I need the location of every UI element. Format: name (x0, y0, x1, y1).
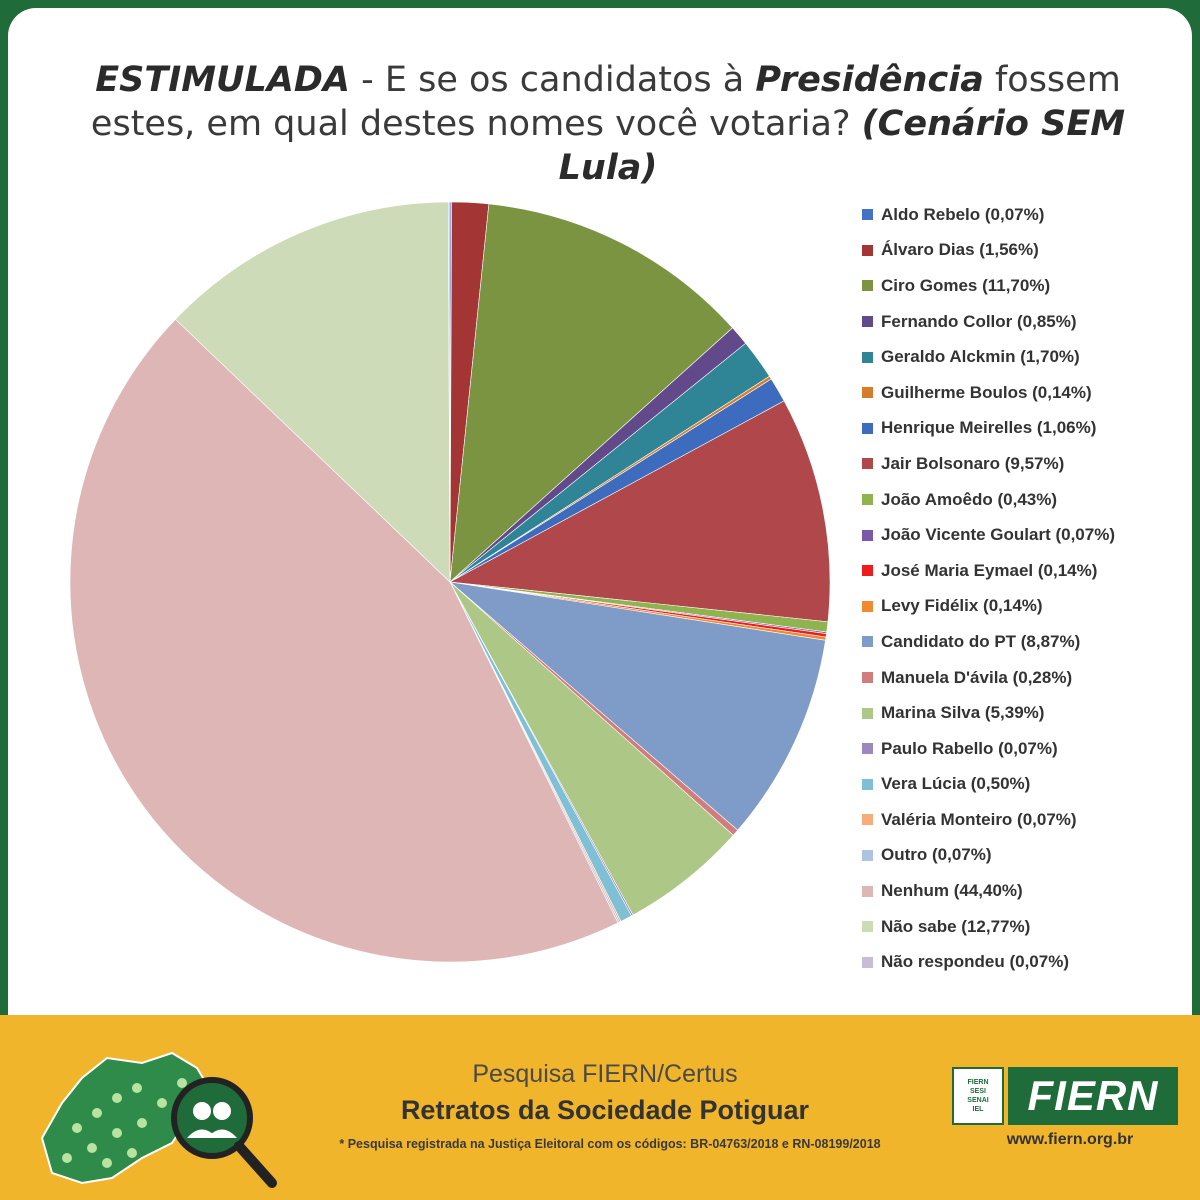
legend-swatch (862, 885, 873, 897)
title-emphasis-1: ESTIMULADA (95, 60, 350, 100)
title-emphasis-2: Presidência (755, 60, 984, 100)
legend-label: Guilherme Boulos (0,14%) (881, 382, 1092, 402)
chart-title: ESTIMULADA - E se os candidatos à Presid… (38, 58, 1178, 190)
chart-legend: Aldo Rebelo (0,07%) Álvaro Dias (1,56%) Ci… (862, 197, 1115, 980)
legend-label: Levy Fidélix (0,14%) (881, 596, 1043, 616)
legend-swatch (862, 707, 873, 719)
legend-label: Jair Bolsonaro (9,57%) (881, 453, 1065, 473)
legend-swatch (862, 280, 873, 292)
title-emphasis-3: (Cenário SEM Lula) (558, 104, 1126, 188)
legend-swatch (862, 814, 873, 826)
legend-item: Aldo Rebelo (0,07%) (862, 197, 1115, 233)
legend-label: João Vicente Goulart (0,07%) (881, 525, 1115, 545)
legend-swatch (862, 458, 873, 470)
footer-subtitle: Pesquisa FIERN/Certus (472, 1060, 738, 1088)
legend-swatch (862, 529, 873, 541)
pie-chart (69, 201, 831, 963)
legend-label: Ciro Gomes (11,70%) (881, 275, 1051, 295)
legend-item: Candidato do PT (8,87%) (862, 624, 1115, 660)
legend-item: Henrique Meirelles (1,06%) (862, 411, 1115, 447)
pie-slice (175, 201, 451, 583)
legend-label: Manuela D'ávila (0,28%) (881, 667, 1073, 687)
legend-label: Aldo Rebelo (0,07%) (881, 204, 1045, 224)
legend-swatch (862, 849, 873, 861)
website-link[interactable]: www.fiern.org.br (1006, 1131, 1134, 1148)
legend-item: Não sabe (12,77%) (862, 909, 1115, 945)
legend-item: Jair Bolsonaro (9,57%) (862, 446, 1115, 482)
legend-item: Geraldo Alckmin (1,70%) (862, 339, 1115, 375)
legend-label: Valéria Monteiro (0,07%) (881, 809, 1077, 829)
legend-label: Paulo Rabello (0,07%) (881, 738, 1058, 758)
legend-item: Não respondeu (0,07%) (862, 944, 1115, 980)
legend-label: Marina Silva (5,39%) (881, 703, 1045, 723)
legend-item: José Maria Eymael (0,14%) (862, 553, 1115, 589)
footer-banner: Pesquisa FIERN/Certus Retratos da Socied… (0, 1015, 1200, 1200)
legend-swatch (862, 387, 873, 399)
legend-swatch (862, 209, 873, 221)
legend-swatch (862, 600, 873, 612)
legend-label: Nenhum (44,40%) (881, 881, 1023, 901)
legend-label: Não respondeu (0,07%) (881, 952, 1069, 972)
legend-label: José Maria Eymael (0,14%) (881, 560, 1098, 580)
legend-label: Não sabe (12,77%) (881, 916, 1031, 936)
pie-slice (449, 203, 733, 583)
legend-swatch (862, 672, 873, 684)
legend-label: Outro (0,07%) (881, 845, 992, 865)
legend-swatch (862, 778, 873, 790)
legend-label: Henrique Meirelles (1,06%) (881, 418, 1097, 438)
legend-item: Guilherme Boulos (0,14%) (862, 375, 1115, 411)
legend-item: João Vicente Goulart (0,07%) (862, 517, 1115, 553)
logo-small-line: FIERN (967, 1079, 989, 1086)
legend-label: Candidato do PT (8,87%) (881, 631, 1081, 651)
legend-item: João Amoêdo (0,43%) (862, 482, 1115, 518)
pie-slice (449, 581, 826, 831)
footer-note: * Pesquisa registrada na Justiça Eleitor… (339, 1137, 881, 1151)
legend-label: Vera Lúcia (0,50%) (881, 774, 1031, 794)
logo-small-line: IEL (972, 1106, 984, 1113)
legend-item: Levy Fidélix (0,14%) (862, 589, 1115, 625)
legend-item: Fernando Collor (0,85%) (862, 304, 1115, 340)
legend-item: Manuela D'ávila (0,28%) (862, 660, 1115, 696)
legend-item: Vera Lúcia (0,50%) (862, 767, 1115, 803)
legend-label: Fernando Collor (0,85%) (881, 311, 1077, 331)
legend-swatch (862, 743, 873, 755)
legend-item: Valéria Monteiro (0,07%) (862, 802, 1115, 838)
legend-swatch (862, 636, 873, 648)
legend-label: Álvaro Dias (1,56%) (881, 240, 1039, 260)
legend-swatch (862, 494, 873, 506)
footer-title: Retratos da Sociedade Potiguar (400, 1095, 810, 1125)
legend-item: Ciro Gomes (11,70%) (862, 268, 1115, 304)
rn-map-people-icon (40, 1051, 277, 1188)
fiern-logo: FIERN SESI SENAI IEL FIERN (952, 1067, 1178, 1125)
legend-swatch (862, 244, 873, 256)
pie-slice (449, 400, 831, 623)
legend-swatch (862, 921, 873, 933)
fiern-logo-text: FIERN (1008, 1067, 1178, 1125)
legend-item: Paulo Rabello (0,07%) (862, 731, 1115, 767)
legend-swatch (862, 316, 873, 328)
legend-swatch (862, 422, 873, 434)
pie-slice (448, 201, 451, 583)
legend-item: Outro (0,07%) (862, 838, 1115, 874)
title-text-2: fossem estes, em qual destes nomes você … (90, 60, 1121, 144)
legend-item: Álvaro Dias (1,56%) (862, 233, 1115, 269)
legend-label: João Amoêdo (0,43%) (881, 489, 1058, 509)
legend-swatch (862, 565, 873, 577)
legend-label: Geraldo Alckmin (1,70%) (881, 347, 1080, 367)
fiern-system-logo: FIERN SESI SENAI IEL (952, 1067, 1004, 1125)
title-text-1: - E se os candidatos à (350, 60, 756, 100)
legend-swatch (862, 351, 873, 363)
logo-small-line: SESI (970, 1088, 986, 1095)
pie-slice (69, 318, 619, 963)
legend-item: Nenhum (44,40%) (862, 873, 1115, 909)
legend-item: Marina Silva (5,39%) (862, 695, 1115, 731)
legend-swatch (862, 956, 873, 968)
logo-small-line: SENAI (967, 1097, 989, 1104)
